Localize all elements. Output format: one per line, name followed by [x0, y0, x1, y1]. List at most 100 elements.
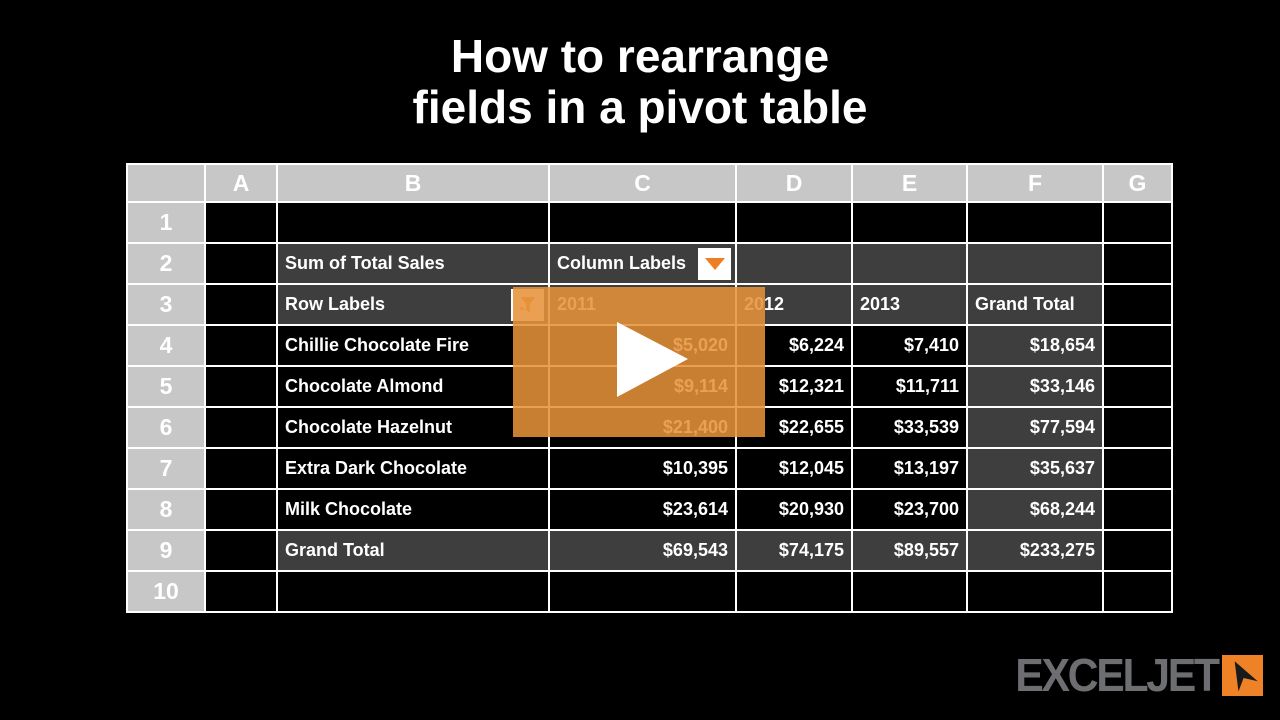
- cell-text-D7: $12,045: [778, 458, 844, 478]
- cell-text-C2: Column Labels: [557, 253, 687, 273]
- cell-text-C7: $10,395: [662, 458, 728, 478]
- cell-G2: [1104, 244, 1171, 283]
- cell-text-F5: $33,146: [1029, 376, 1095, 396]
- cell-E6: $33,539: [853, 408, 966, 447]
- select-all-corner: [128, 165, 204, 201]
- cell-F7: $35,637: [968, 449, 1102, 488]
- cell-G5: [1104, 367, 1171, 406]
- cell-E9: $89,557: [853, 531, 966, 570]
- cell-B1: [278, 203, 548, 242]
- exceljet-logo-text: EXCELJET: [1015, 649, 1220, 701]
- cell-text-D5: $12,321: [778, 376, 844, 396]
- cell-text-B2: Sum of Total Sales: [285, 253, 445, 273]
- cell-text-D9: $74,175: [778, 540, 844, 560]
- cell-text-F8: $68,244: [1029, 499, 1095, 519]
- cell-text-D8: $20,930: [778, 499, 844, 519]
- row-header-10: 10: [128, 572, 204, 611]
- row-header-8: 8: [128, 490, 204, 529]
- cell-C10: [550, 572, 735, 611]
- video-title-line2: fields in a pivot table: [412, 81, 868, 133]
- video-title-line1: How to rearrange: [450, 30, 830, 82]
- cell-C9: $69,543: [550, 531, 735, 570]
- cell-E2: [853, 244, 966, 283]
- cell-G6: [1104, 408, 1171, 447]
- cell-B5: Chocolate Almond: [278, 367, 548, 406]
- col-header-D: D: [737, 165, 851, 201]
- cell-text-E9: $89,557: [893, 540, 959, 560]
- cell-text-C9: $69,543: [662, 540, 728, 560]
- cell-F10: [968, 572, 1102, 611]
- col-header-F: F: [968, 165, 1102, 201]
- cell-A3: [206, 285, 276, 324]
- cell-text-B6: Chocolate Hazelnut: [285, 417, 453, 437]
- video-play-overlay[interactable]: [513, 287, 765, 437]
- cell-C1: [550, 203, 735, 242]
- cell-G4: [1104, 326, 1171, 365]
- cell-text-E7: $13,197: [893, 458, 959, 478]
- cell-text-D4: $6,224: [788, 335, 844, 355]
- cell-text-F4: $18,654: [1029, 335, 1095, 355]
- cell-text-F9: $233,275: [1019, 540, 1095, 560]
- cell-F1: [968, 203, 1102, 242]
- cell-text-B5: Chocolate Almond: [285, 376, 444, 396]
- row-header-4: 4: [128, 326, 204, 365]
- row-header-9: 9: [128, 531, 204, 570]
- col-header-A: A: [206, 165, 276, 201]
- chevron-down-icon: [704, 257, 725, 270]
- col-header-G: G: [1104, 165, 1171, 201]
- cell-E7: $13,197: [853, 449, 966, 488]
- cell-F9: $233,275: [968, 531, 1102, 570]
- row-header-5: 5: [128, 367, 204, 406]
- cell-A9: [206, 531, 276, 570]
- cell-text-E4: $7,410: [903, 335, 959, 355]
- video-title: How to rearrange fields in a pivot table: [0, 31, 1280, 133]
- row-header-1: 1: [128, 203, 204, 242]
- column-labels-dropdown-button[interactable]: [698, 247, 731, 280]
- cell-E10: [853, 572, 966, 611]
- cell-A2: [206, 244, 276, 283]
- cell-E8: $23,700: [853, 490, 966, 529]
- cell-A10: [206, 572, 276, 611]
- cell-G1: [1104, 203, 1171, 242]
- cell-B10: [278, 572, 548, 611]
- row-header-2: 2: [128, 244, 204, 283]
- cell-text-E6: $33,539: [893, 417, 959, 437]
- col-header-B: B: [278, 165, 548, 201]
- cell-text-F7: $35,637: [1029, 458, 1095, 478]
- cell-D10: [737, 572, 851, 611]
- cell-B7: Extra Dark Chocolate: [278, 449, 548, 488]
- cell-D8: $20,930: [737, 490, 851, 529]
- cell-text-C8: $23,614: [662, 499, 728, 519]
- cell-B4: Chillie Chocolate Fire: [278, 326, 548, 365]
- cell-F4: $18,654: [968, 326, 1102, 365]
- cell-E4: $7,410: [853, 326, 966, 365]
- cell-A7: [206, 449, 276, 488]
- cell-E1: [853, 203, 966, 242]
- cell-A8: [206, 490, 276, 529]
- play-icon[interactable]: [513, 287, 765, 437]
- cell-B6: Chocolate Hazelnut: [278, 408, 548, 447]
- cell-C8: $23,614: [550, 490, 735, 529]
- col-header-C: C: [550, 165, 735, 201]
- cell-A1: [206, 203, 276, 242]
- cell-B8: Milk Chocolate: [278, 490, 548, 529]
- cell-G8: [1104, 490, 1171, 529]
- cell-D9: $74,175: [737, 531, 851, 570]
- exceljet-logo-badge: [1221, 654, 1263, 696]
- cell-A5: [206, 367, 276, 406]
- cell-A4: [206, 326, 276, 365]
- cell-D2: [737, 244, 851, 283]
- cell-text-B8: Milk Chocolate: [285, 499, 413, 519]
- cell-G9: [1104, 531, 1171, 570]
- cell-text-F6: $77,594: [1029, 417, 1095, 437]
- cell-G10: [1104, 572, 1171, 611]
- cell-text-B9: Grand Total: [285, 540, 385, 560]
- cell-A6: [206, 408, 276, 447]
- cell-G3: [1104, 285, 1171, 324]
- cell-text-B7: Extra Dark Chocolate: [285, 458, 468, 478]
- cell-E5: $11,711: [853, 367, 966, 406]
- cell-D7: $12,045: [737, 449, 851, 488]
- row-header-7: 7: [128, 449, 204, 488]
- cell-F5: $33,146: [968, 367, 1102, 406]
- cell-text-B3: Row Labels: [285, 294, 386, 314]
